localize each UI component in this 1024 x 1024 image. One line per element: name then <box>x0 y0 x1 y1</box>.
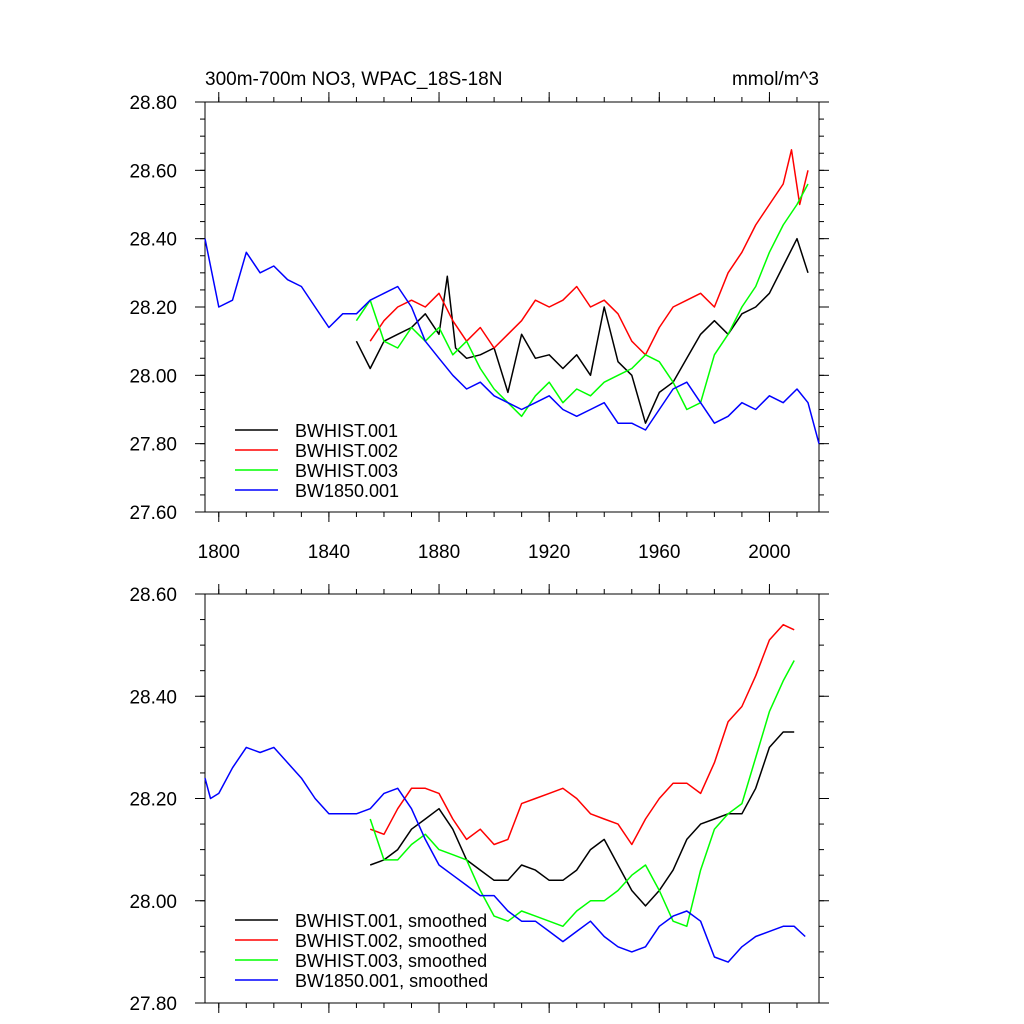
y-tick-label: 28.20 <box>129 298 177 319</box>
legend-label: BWHIST.001, smoothed <box>295 911 487 931</box>
legend-label: BWHIST.001 <box>295 421 398 441</box>
y-tick-label: 28.80 <box>129 93 177 114</box>
y-tick-label: 28.40 <box>129 230 177 251</box>
y-tick-label: 28.20 <box>129 790 177 811</box>
y-tick-label: 27.80 <box>129 994 177 1015</box>
y-tick-label: 28.40 <box>129 687 177 708</box>
series-line-1 <box>369 731 795 907</box>
legend-label: BWHIST.002, smoothed <box>295 931 487 951</box>
series-line-3 <box>355 183 809 418</box>
y-tick-label: 27.80 <box>129 435 177 456</box>
series-line-3 <box>369 660 795 928</box>
y-tick-label: 28.00 <box>129 366 177 387</box>
x-tick-label: 1880 <box>418 542 460 563</box>
legend-label: BWHIST.002 <box>295 441 398 461</box>
legend-label: BWHIST.003, smoothed <box>295 951 487 971</box>
legend-label: BW1850.001, smoothed <box>295 971 488 991</box>
x-tick-label: 1800 <box>198 542 240 563</box>
x-tick-label: 1960 <box>638 542 680 563</box>
units-label: mmol/m^3 <box>732 69 819 90</box>
series-line-4 <box>204 238 820 444</box>
series-line-2 <box>369 149 809 356</box>
series-line-4 <box>204 746 806 963</box>
top-panel: 27.60 27.80 28.00 28.20 28.40 28.60 28.80 1800 1… <box>129 69 829 563</box>
y-tick-label: 28.00 <box>129 892 177 913</box>
x-tick-label: 1920 <box>528 542 570 563</box>
bottom-panel: 27.80 28.00 28.20 28.40 28.60 BWHIST.001, smo… <box>129 584 829 1015</box>
y-tick-label: 27.60 <box>129 503 177 524</box>
legend-label: BWHIST.003 <box>295 461 398 481</box>
legend-label: BW1850.001 <box>295 481 399 501</box>
x-tick-label: 1840 <box>308 542 350 563</box>
chart-title: 300m-700m NO3, WPAC_18S-18N <box>205 69 502 90</box>
x-tick-label: 2000 <box>748 542 790 563</box>
y-tick-label: 28.60 <box>129 161 177 182</box>
y-tick-label: 28.60 <box>129 585 177 606</box>
series-line-2 <box>369 623 795 846</box>
series-line-1 <box>355 237 809 424</box>
